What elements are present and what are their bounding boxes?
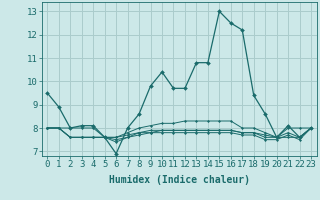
X-axis label: Humidex (Indice chaleur): Humidex (Indice chaleur) [109,175,250,185]
